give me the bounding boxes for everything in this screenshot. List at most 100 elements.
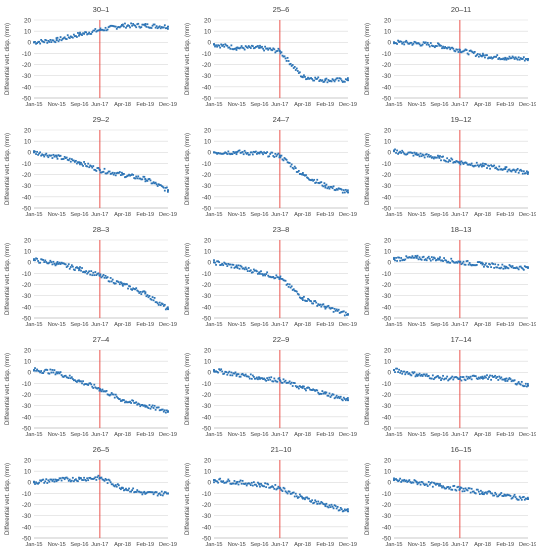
data-point: [425, 43, 428, 46]
data-point: [130, 174, 132, 176]
data-point: [413, 371, 416, 374]
data-point: [237, 483, 240, 486]
data-point: [47, 479, 50, 482]
data-point: [475, 377, 478, 380]
data-point: [484, 263, 486, 266]
data-point: [96, 387, 99, 390]
data-point: [432, 378, 435, 381]
data-point: [277, 152, 280, 155]
data-point: [163, 24, 166, 27]
data-point: [426, 375, 429, 378]
data-point: [401, 149, 404, 152]
data-point: [88, 270, 91, 273]
data-point: [222, 480, 225, 483]
data-point: [283, 279, 286, 282]
y-axis-label: Differential vert. disp. (mm): [365, 243, 371, 315]
chart-title: 28–3: [93, 225, 110, 234]
data-point: [164, 411, 167, 414]
y-tick-label: -40: [202, 524, 212, 531]
data-point: [428, 257, 431, 260]
data-point: [116, 397, 119, 399]
data-point: [259, 485, 261, 488]
data-point: [316, 305, 319, 307]
data-point: [64, 157, 67, 159]
data-point: [48, 372, 51, 375]
x-tick-label: Jan-15: [25, 322, 42, 328]
data-point: [33, 259, 35, 262]
data-point: [39, 151, 42, 154]
data-point: [410, 374, 413, 377]
data-point: [77, 480, 79, 483]
data-point: [458, 49, 461, 52]
data-point: [78, 380, 81, 383]
data-point: [93, 168, 96, 171]
y-tick-label: -30: [22, 293, 32, 300]
data-point: [114, 25, 117, 28]
data-point: [334, 505, 337, 507]
data-point: [406, 256, 409, 259]
data-point: [325, 306, 328, 309]
data-point: [407, 42, 410, 45]
data-point: [49, 478, 52, 481]
data-point: [524, 266, 527, 268]
y-tick-label: 10: [204, 249, 212, 256]
data-point: [137, 290, 140, 293]
data-point: [447, 260, 450, 263]
data-point: [92, 165, 95, 167]
data-point: [277, 276, 280, 279]
data-point: [454, 50, 457, 53]
data-point: [249, 373, 252, 376]
data-point: [45, 261, 48, 263]
data-point: [152, 181, 155, 184]
y-tick-label: -50: [22, 205, 32, 212]
data-point: [56, 36, 59, 39]
data-point: [247, 267, 250, 269]
data-point: [344, 399, 347, 402]
data-point: [230, 152, 233, 155]
data-point: [496, 376, 499, 378]
data-point: [339, 77, 342, 80]
data-point: [415, 481, 418, 484]
data-point: [518, 58, 521, 61]
data-point: [320, 305, 323, 308]
chart-panel: 25–6 20 10 0 -10 -20 -30 -40 -50 Jan-15 Nov-15 Sep-…: [180, 0, 358, 110]
data-point: [476, 53, 479, 55]
data-point: [232, 48, 235, 51]
data-point: [48, 480, 51, 483]
data-point: [455, 48, 458, 51]
data-point: [63, 155, 66, 158]
data-point: [122, 23, 124, 26]
data-point: [423, 156, 426, 159]
data-point: [85, 383, 88, 385]
data-point: [479, 376, 482, 379]
data-point: [219, 477, 222, 480]
data-point: [54, 478, 57, 481]
data-point: [144, 404, 147, 407]
y-tick-label: -40: [382, 524, 392, 531]
data-point: [516, 167, 519, 170]
data-point: [99, 273, 102, 276]
data-point: [59, 154, 62, 157]
data-point: [248, 153, 251, 156]
data-point: [144, 178, 147, 181]
data-point: [144, 180, 147, 183]
data-point: [299, 173, 302, 175]
y-axis-label: Differential vert. disp. (mm): [185, 133, 191, 205]
data-point: [424, 374, 427, 377]
data-point: [263, 377, 265, 380]
data-point: [156, 27, 159, 30]
data-point: [50, 371, 53, 374]
x-tick-label: Dec-19: [159, 432, 177, 438]
data-point: [260, 270, 262, 273]
data-point: [235, 46, 238, 49]
data-point: [524, 58, 527, 60]
data-point: [167, 25, 169, 28]
data-point: [314, 76, 317, 79]
data-point: [105, 479, 108, 481]
data-point: [95, 479, 98, 481]
data-point: [77, 379, 79, 382]
data-point: [134, 177, 137, 180]
data-point: [100, 171, 103, 174]
data-point: [423, 42, 426, 44]
